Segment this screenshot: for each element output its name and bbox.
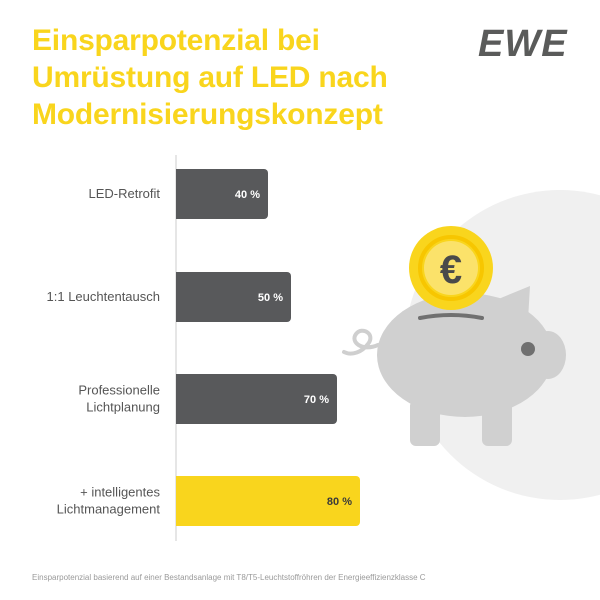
bar-4	[176, 476, 360, 526]
category-label-3: Professionelle Lichtplanung	[78, 383, 160, 415]
bar-group: 40 % LED-Retrofit 50 % 1:1 Leuchtentausch 70…	[47, 169, 360, 526]
piggy-bank-illustration: €	[342, 190, 600, 500]
category-label-1: LED-Retrofit	[88, 186, 160, 201]
category-label-4-line-2: Lichtmanagement	[57, 502, 161, 517]
category-label-1-line-1: LED-Retrofit	[88, 186, 160, 201]
value-label-3: 70 %	[304, 394, 329, 406]
bar-2-base	[176, 272, 184, 322]
category-label-4-line-1: + intelligentes	[80, 485, 160, 500]
category-label-3-line-1: Professionelle	[78, 383, 160, 398]
pig-body	[377, 293, 553, 417]
footnote: Einsparpotenzial basierend auf einer Bes…	[32, 573, 426, 582]
bar-3	[176, 374, 337, 424]
value-label-1: 40 %	[235, 189, 260, 201]
bar-1	[176, 169, 268, 219]
bar-4-base	[176, 476, 184, 526]
category-label-2: 1:1 Leuchtentausch	[47, 289, 160, 304]
value-label-4: 80 %	[327, 496, 352, 508]
title-line-2: Umrüstung auf LED nach	[32, 61, 388, 94]
euro-coin-ring	[418, 235, 484, 301]
euro-icon: €	[440, 248, 462, 292]
value-label-2: 50 %	[258, 292, 283, 304]
page-title: Einsparpotenzial bei Umrüstung auf LED n…	[32, 22, 452, 133]
ewe-logo: EWE	[478, 23, 568, 65]
title-line-1: Einsparpotenzial bei	[32, 24, 320, 57]
coin-slot	[418, 313, 484, 320]
pig-snout	[530, 331, 566, 379]
title-line-3: Modernisierungskonzept	[32, 98, 383, 131]
category-label-4: + intelligentes Lichtmanagement	[57, 485, 161, 517]
category-label-3-line-2: Lichtplanung	[86, 400, 160, 415]
pig-eye-icon	[521, 342, 535, 356]
category-label-2-line-1: 1:1 Leuchtentausch	[47, 289, 160, 304]
pig-tail-icon	[342, 328, 380, 356]
bar-1-base	[176, 169, 184, 219]
bar-2	[176, 272, 291, 322]
bar-3-base	[176, 374, 184, 424]
